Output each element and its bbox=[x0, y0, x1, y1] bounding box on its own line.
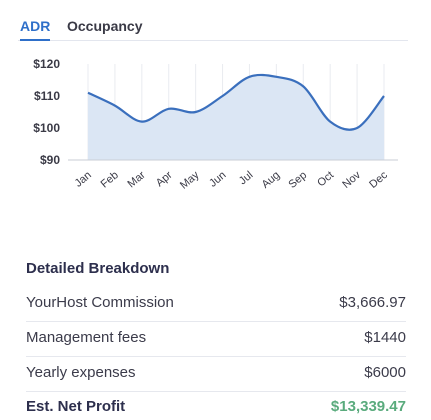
divider bbox=[26, 391, 406, 392]
x-tick-label: Nov bbox=[340, 169, 363, 191]
x-tick-label: May bbox=[178, 169, 202, 192]
tab-adr[interactable]: ADR bbox=[20, 18, 51, 41]
row-value: $1440 bbox=[364, 329, 406, 346]
y-tick-label: $120 bbox=[33, 57, 60, 71]
series-area bbox=[88, 74, 384, 160]
x-tick-label: Mar bbox=[126, 169, 148, 191]
breakdown-row-commission: YourHost Commission $3,666.97 bbox=[26, 290, 406, 316]
x-tick-label: Sep bbox=[286, 169, 309, 191]
x-tick-label: Feb bbox=[99, 169, 121, 190]
row-label: YourHost Commission bbox=[26, 294, 174, 311]
breakdown-row-management-fees: Management fees $1440 bbox=[26, 325, 406, 351]
x-tick-label: Jun bbox=[207, 169, 228, 190]
breakdown-title: Detailed Breakdown bbox=[26, 260, 170, 277]
series-line bbox=[87, 73, 385, 131]
net-profit-row: Est. Net Profit $13,339.47 bbox=[26, 394, 406, 420]
x-tick-label: Oct bbox=[315, 169, 336, 189]
y-tick-label: $90 bbox=[40, 153, 60, 167]
row-value: $3,666.97 bbox=[339, 294, 406, 311]
row-label: Yearly expenses bbox=[26, 364, 136, 381]
tab-occupancy[interactable]: Occupancy bbox=[67, 18, 143, 34]
y-tick-label: $100 bbox=[33, 121, 60, 135]
breakdown-row-yearly-expenses: Yearly expenses $6000 bbox=[26, 360, 406, 386]
x-tick-label: Dec bbox=[367, 169, 390, 191]
tab-bar: ADR Occupancy bbox=[18, 10, 408, 41]
x-tick-label: Jan bbox=[73, 169, 94, 190]
net-profit-label: Est. Net Profit bbox=[26, 398, 126, 415]
adr-chart: $120 $110 $100 $90 Jan Feb Mar Apr May Jun Jul Aug S… bbox=[33, 57, 398, 192]
divider bbox=[26, 321, 406, 322]
net-profit-value: $13,339.47 bbox=[330, 398, 406, 415]
divider bbox=[26, 356, 406, 357]
x-tick-label: Jul bbox=[237, 169, 255, 187]
row-label: Management fees bbox=[26, 329, 147, 346]
x-tick-label: Apr bbox=[154, 169, 175, 189]
y-tick-label: $110 bbox=[34, 89, 60, 103]
x-tick-label: Aug bbox=[260, 169, 283, 191]
row-value: $6000 bbox=[364, 364, 406, 381]
